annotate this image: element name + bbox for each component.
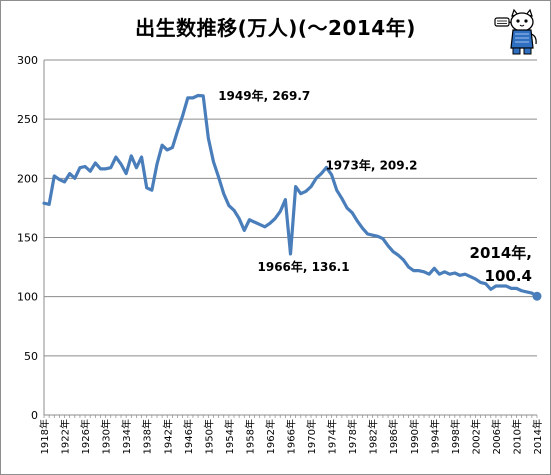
x-tick-label: 1974年 bbox=[326, 419, 339, 454]
x-tick-label: 2014年 bbox=[531, 419, 544, 454]
x-tick-label: 1946年 bbox=[182, 419, 195, 454]
x-tick-label: 2006年 bbox=[490, 419, 503, 454]
data-label: 1949年, 269.7 bbox=[218, 88, 310, 103]
x-tick-label: 1994年 bbox=[428, 419, 441, 454]
x-tick-label: 1978年 bbox=[346, 419, 359, 454]
y-tick-labels: 0 50 100 150 200 250 300 bbox=[17, 54, 38, 422]
x-tick-label: 1950年 bbox=[202, 419, 215, 454]
x-tick-label: 1918年 bbox=[38, 419, 51, 454]
annotations: 1949年, 269.7 1966年, 136.1 1973年, 209.2 2014… bbox=[218, 88, 532, 285]
x-tick-label: 2002年 bbox=[469, 419, 482, 454]
x-tick-label: 1922年 bbox=[59, 419, 72, 454]
x-tick-labels: 1918年 1922年 1926年 1930年 1934年 1938年 1942年 1946年… bbox=[38, 419, 544, 454]
x-tick-label: 1938年 bbox=[141, 419, 154, 454]
series-endpoint-marker bbox=[532, 291, 542, 301]
data-label: 1973年, 209.2 bbox=[325, 157, 417, 172]
axes bbox=[43, 60, 538, 418]
x-tick-label: 2010年 bbox=[510, 419, 523, 454]
y-tick-label: 100 bbox=[17, 291, 38, 304]
data-label: 1966年, 136.1 bbox=[258, 259, 350, 274]
x-tick-label: 1998年 bbox=[449, 419, 462, 454]
x-tick-label: 1934年 bbox=[120, 419, 133, 454]
y-tick-label: 250 bbox=[17, 113, 38, 126]
y-tick-label: 0 bbox=[31, 409, 38, 422]
data-label-year: 2014年, bbox=[470, 244, 532, 262]
y-tick-label: 150 bbox=[17, 232, 38, 245]
x-tick-label: 1986年 bbox=[387, 419, 400, 454]
x-tick-label: 1942年 bbox=[161, 419, 174, 454]
x-tick-label: 1990年 bbox=[408, 419, 421, 454]
y-tick-label: 300 bbox=[17, 54, 38, 67]
x-tick-label: 1954年 bbox=[223, 419, 236, 454]
cat-mascot-icon bbox=[494, 8, 537, 55]
gridlines bbox=[44, 59, 537, 357]
x-tick-label: 1930年 bbox=[100, 419, 113, 454]
chart-title: 出生数推移(万人)(〜2014年) bbox=[135, 16, 416, 40]
x-tick-label: 1982年 bbox=[367, 419, 380, 454]
series-line bbox=[42, 93, 539, 298]
y-tick-label: 200 bbox=[17, 172, 38, 185]
y-tick-label: 50 bbox=[24, 350, 38, 363]
x-tick-label: 1962年 bbox=[264, 419, 277, 454]
series-births bbox=[42, 93, 542, 301]
x-tick-label: 1970年 bbox=[305, 419, 318, 454]
x-tick-label: 1958年 bbox=[243, 419, 256, 454]
data-label-value: 100.4 bbox=[485, 267, 532, 285]
x-tick-label: 1926年 bbox=[79, 419, 92, 454]
x-tick-label: 1966年 bbox=[285, 419, 298, 454]
